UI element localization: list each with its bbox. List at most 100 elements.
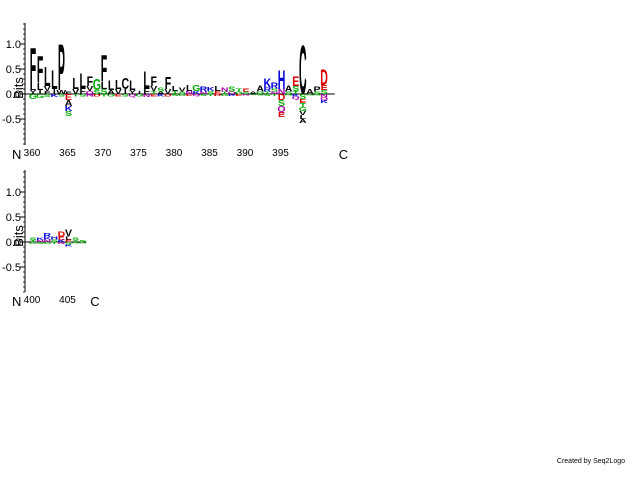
x-tick-label: 365 — [59, 148, 76, 159]
logo-letter-q: Q — [228, 91, 236, 95]
logo-letter-n: N — [242, 94, 250, 96]
logo-letter-t: T — [172, 90, 179, 95]
logo-letter-g: G — [256, 91, 264, 95]
logo-letter-i: I — [138, 90, 141, 95]
logo-letter-i: I — [124, 88, 127, 96]
logo-letter-l: L — [129, 78, 136, 94]
logo-letter-v: V — [164, 88, 171, 96]
logo-letter-r: R — [263, 86, 271, 93]
logo-letter-f: F — [79, 87, 86, 97]
logo-letter-s: S — [29, 237, 36, 241]
logo-letter-k: K — [58, 239, 66, 243]
logo-letter-t: T — [300, 102, 308, 109]
logo-letter-t: T — [221, 91, 228, 95]
logo-letter-g: G — [29, 93, 37, 101]
logo-letter-s: S — [157, 86, 165, 93]
logo-letter-v: V — [150, 85, 157, 93]
logo-letter-g: G — [285, 94, 293, 96]
logo-letter-q: Q — [277, 105, 285, 115]
logo-letter-g: G — [93, 76, 101, 93]
logo-letter-k: K — [65, 244, 73, 247]
logo-letter-t: T — [264, 91, 271, 95]
x-tick-label: 360 — [24, 148, 41, 159]
logo-letter-s: S — [122, 93, 129, 97]
logo-letter-e: E — [186, 93, 193, 96]
logo-letter-s: S — [72, 237, 79, 241]
logo-letter-a: A — [299, 118, 307, 125]
logo-letter-s: S — [37, 241, 44, 244]
logo-letter-a: A — [306, 88, 314, 96]
logo-letter-s: S — [65, 241, 72, 245]
y-tick-label: 0.0 — [6, 237, 21, 249]
logo-letter-l: L — [44, 62, 51, 92]
logo-letter-k: K — [50, 93, 58, 98]
logo-letter-l: L — [115, 79, 121, 92]
logo-letter-k: K — [65, 105, 73, 113]
x-tick-label: 395 — [272, 148, 289, 159]
logo-letter-e: E — [65, 93, 72, 103]
logo-letter-g: G — [299, 106, 308, 113]
logo-letter-d: D — [58, 230, 66, 238]
logo-letter-s: S — [79, 239, 86, 242]
logo-letter-l: L — [72, 75, 78, 92]
logo-letter-s: S — [264, 93, 271, 96]
logo-letter-l: L — [65, 236, 72, 241]
logo-letter-f: F — [44, 90, 51, 95]
logo-letter-g: G — [36, 93, 45, 100]
logo-letter-l: L — [30, 83, 37, 93]
logo-letter-l: L — [143, 66, 149, 93]
logo-letter-s: S — [271, 88, 279, 93]
logo-letter-v: V — [65, 229, 72, 240]
logo-letter-c: C — [299, 31, 307, 109]
logo-letter-l: L — [101, 81, 108, 92]
logo-letter-h: H — [278, 67, 286, 96]
logo-letter-s: S — [242, 91, 249, 95]
logo-letter-l: L — [51, 67, 57, 96]
logo-letter-n: N — [221, 86, 229, 93]
y-tick-label: 0.5 — [6, 64, 21, 76]
logo-letter-d: D — [214, 93, 222, 96]
logo-letter-s: S — [65, 110, 72, 118]
logo-letter-d: D — [320, 65, 328, 91]
x-tick-label: 385 — [201, 148, 218, 159]
y-axis-label: Bits — [11, 225, 26, 247]
logo-letter-l: L — [108, 78, 115, 94]
logo-letter-t: T — [72, 93, 79, 97]
logo-letter-d: D — [164, 93, 172, 97]
logo-letter-v: V — [179, 86, 187, 93]
logo-letter-f: F — [65, 91, 72, 95]
logo-letter-s: S — [51, 239, 58, 243]
n-terminus-label: N — [12, 147, 21, 162]
logo-letter-e: E — [292, 74, 299, 90]
logo-letter-n: N — [36, 239, 44, 242]
logo-letter-g: G — [178, 93, 186, 96]
x-tick-label: 405 — [59, 295, 76, 306]
y-tick-label: 1.0 — [6, 187, 21, 199]
logo-letter-g: G — [313, 94, 321, 96]
logo-letter-g: G — [107, 93, 115, 97]
logo-letter-l: L — [300, 114, 306, 121]
y-axis-label: Bits — [11, 77, 26, 99]
logo-letter-i: I — [53, 88, 56, 96]
logo-letter-g: G — [249, 94, 257, 96]
logo-letter-k: K — [292, 93, 300, 97]
logo-letter-e: E — [65, 239, 72, 243]
logo-letter-q: Q — [128, 93, 136, 97]
c-terminus-label: C — [90, 294, 99, 309]
logo-letter-k: K — [192, 90, 200, 95]
logo-letter-v: V — [86, 85, 93, 93]
logo-letter-n: N — [58, 241, 66, 244]
x-tick-label: 380 — [166, 148, 183, 159]
logo-letter-t: T — [101, 93, 108, 97]
c-terminus-label: C — [339, 147, 348, 162]
logo-letter-t: T — [292, 90, 299, 95]
logo-letter-n: N — [200, 91, 208, 95]
logo-letter-s: S — [299, 93, 306, 101]
logo-letter-e: E — [235, 93, 242, 96]
y-tick-label: 1.0 — [6, 39, 21, 51]
logo-letter-q: Q — [292, 96, 300, 100]
logo-letter-v: V — [44, 85, 51, 93]
logo-letter-k: K — [207, 86, 215, 93]
logo-letter-v: V — [72, 88, 79, 96]
logo-letter-e: E — [214, 90, 222, 95]
